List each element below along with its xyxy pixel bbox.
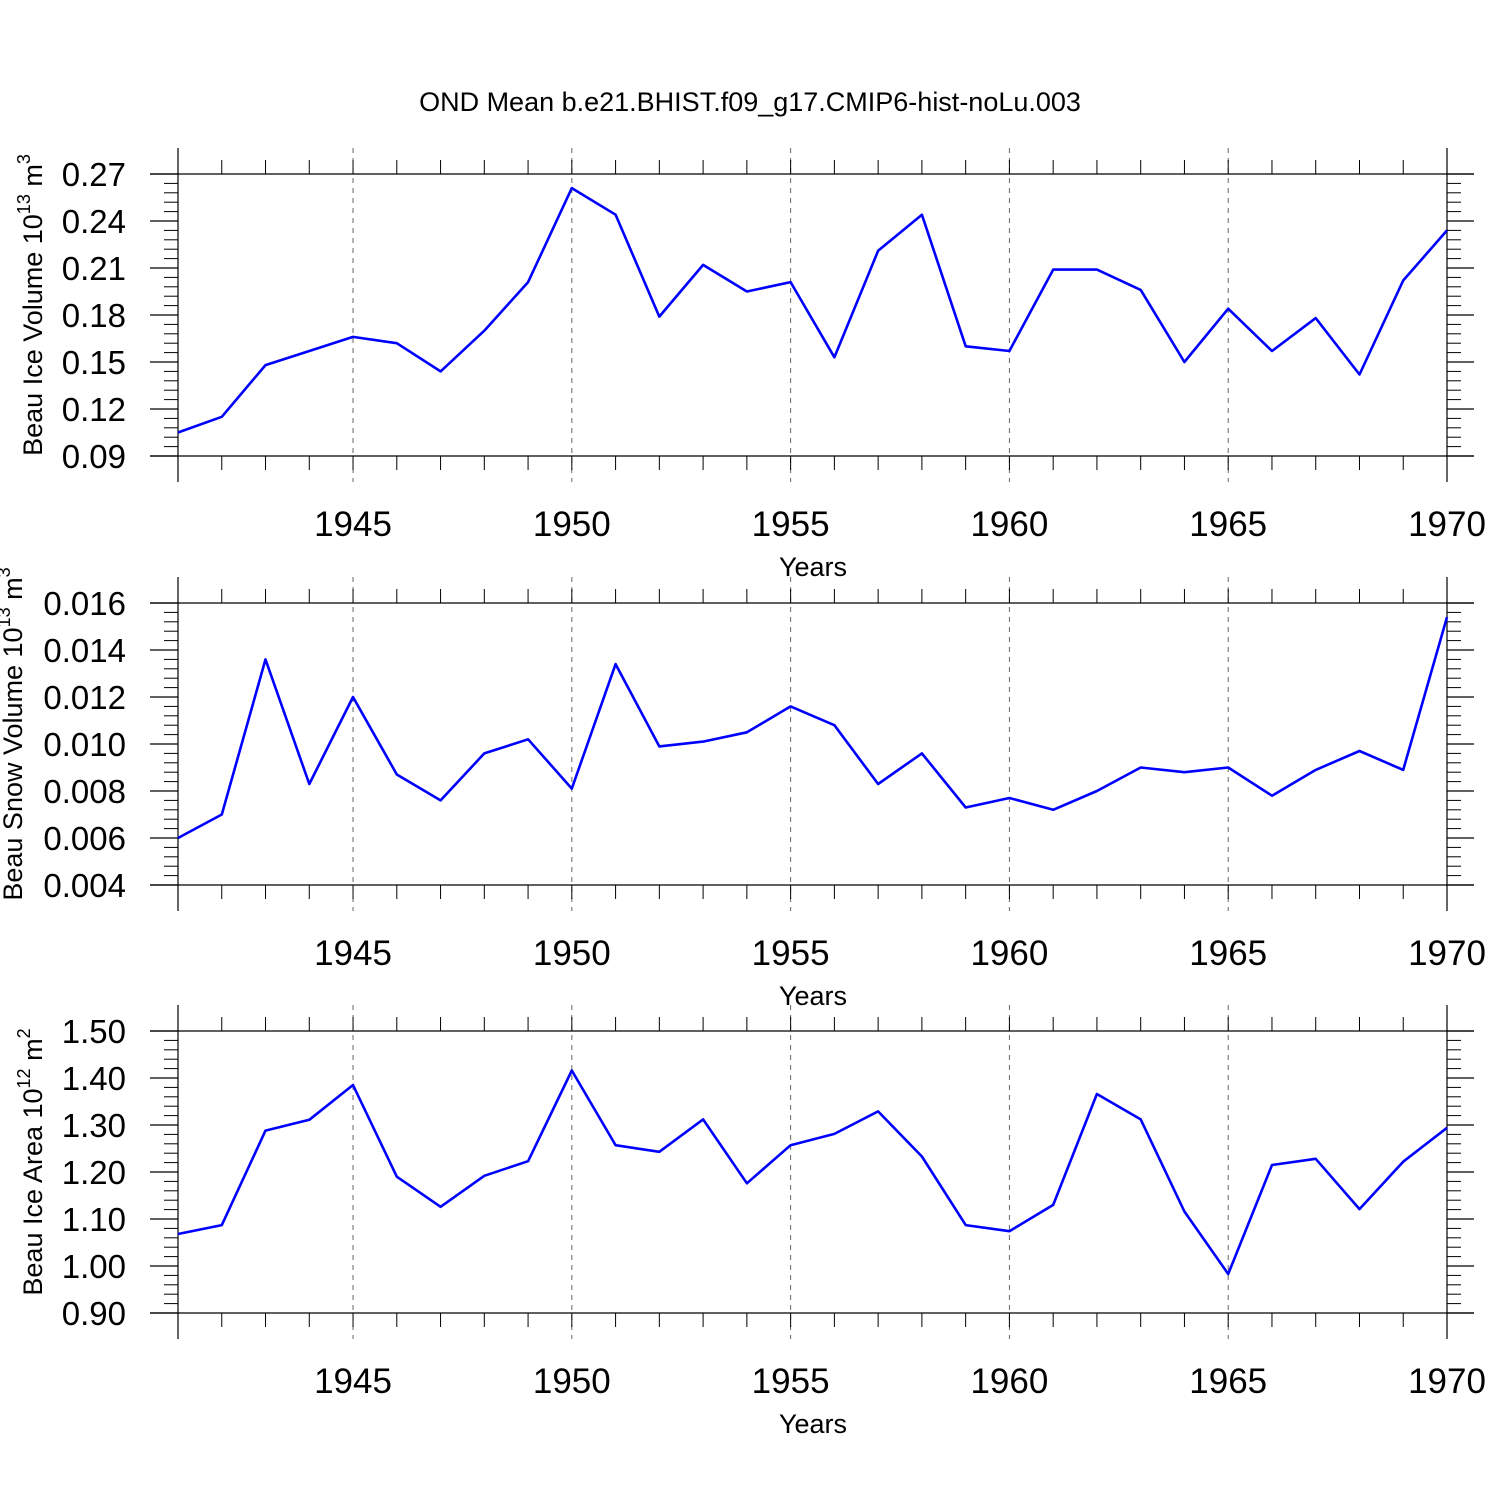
- y-tick-label: 0.006: [43, 820, 126, 857]
- x-tick-label: 1970: [1408, 934, 1486, 973]
- x-tick-label: 1945: [314, 934, 392, 973]
- y-tick-label: 0.27: [62, 156, 126, 193]
- y-axis-label: Beau Ice Area 1012 m2: [14, 1028, 48, 1295]
- x-tick-label: 1945: [314, 1362, 392, 1401]
- y-axis-label: Beau Ice Volume 1013 m3: [14, 154, 48, 456]
- y-tick-label: 0.012: [43, 679, 126, 716]
- y-tick-label: 0.010: [43, 726, 126, 763]
- x-tick-label: 1955: [752, 505, 830, 544]
- y-tick-label: 0.016: [43, 585, 126, 622]
- series-line: [177, 1069, 1448, 1276]
- y-tick-label: 0.12: [62, 391, 126, 428]
- y-tick-label: 1.50: [62, 1013, 126, 1050]
- y-tick-label: 0.15: [62, 344, 126, 381]
- y-axis-label: Beau Snow Volume 1013 m3: [0, 567, 28, 900]
- y-tick-label: 1.40: [62, 1060, 126, 1097]
- y-tick-label: 0.014: [43, 632, 126, 669]
- x-tick-label: 1955: [752, 934, 830, 973]
- y-tick-label: 1.10: [62, 1201, 126, 1238]
- x-axis-label: Years: [779, 981, 847, 1011]
- x-tick-label: 1945: [314, 505, 392, 544]
- y-tick-label: 0.008: [43, 773, 126, 810]
- x-tick-label: 1965: [1189, 1362, 1267, 1401]
- x-tick-label: 1950: [533, 505, 611, 544]
- x-tick-label: 1970: [1408, 505, 1486, 544]
- panel-1: 0.09 0.12 0.15 0.18 0.21 0.24 0.27 1945 1950 1955…: [14, 148, 1486, 582]
- x-tick-label: 1960: [970, 1362, 1048, 1401]
- y-tick-label: 1.00: [62, 1248, 126, 1285]
- x-tick-label: 1950: [533, 1362, 611, 1401]
- y-tick-label: 0.21: [62, 250, 126, 287]
- y-tick-label: 1.30: [62, 1107, 126, 1144]
- x-axis-label: Years: [779, 552, 847, 582]
- x-tick-label: 1965: [1189, 505, 1267, 544]
- series-line: [177, 186, 1448, 434]
- y-tick-label: 0.09: [62, 438, 126, 475]
- series-line: [177, 616, 1449, 840]
- figure-title: OND Mean b.e21.BHIST.f09_g17.CMIP6-hist-…: [419, 87, 1081, 117]
- x-tick-label: 1960: [970, 505, 1048, 544]
- y-tick-label: 0.004: [43, 867, 126, 904]
- panel-2: 0.004 0.006 0.008 0.010 0.012 0.014 0.016 1945 1…: [0, 567, 1486, 1011]
- x-tick-label: 1965: [1189, 934, 1267, 973]
- x-tick-label: 1960: [970, 934, 1048, 973]
- panel-3: 0.90 1.00 1.10 1.20 1.30 1.40 1.50 1945 1950 1955…: [14, 1005, 1486, 1439]
- x-axis-label: Years: [779, 1409, 847, 1439]
- y-tick-label: 0.24: [62, 203, 126, 240]
- x-tick-label: 1970: [1408, 1362, 1486, 1401]
- y-tick-label: 0.18: [62, 297, 126, 334]
- x-tick-label: 1955: [752, 1362, 830, 1401]
- y-tick-label: 0.90: [62, 1295, 126, 1332]
- x-tick-label: 1950: [533, 934, 611, 973]
- y-tick-label: 1.20: [62, 1154, 126, 1191]
